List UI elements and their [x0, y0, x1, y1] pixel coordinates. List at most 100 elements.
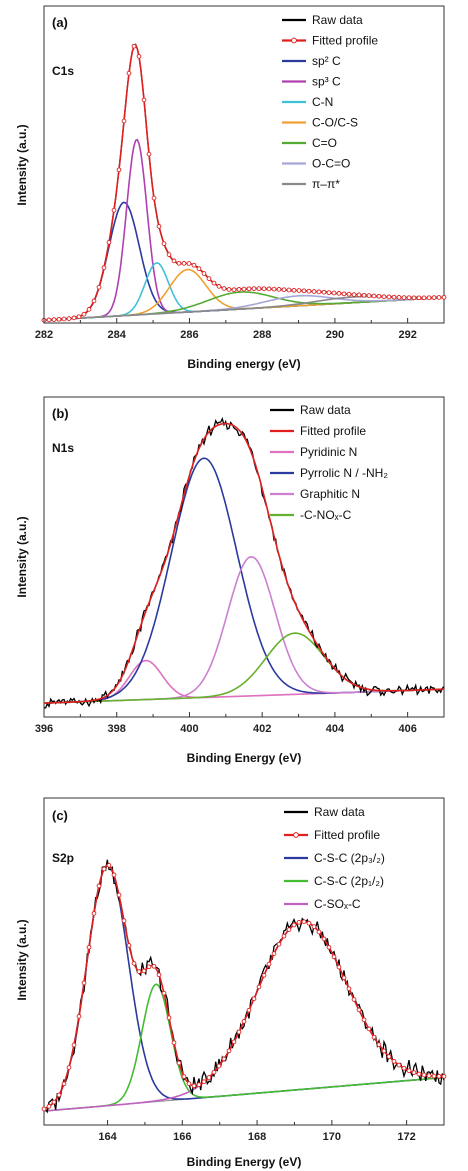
fitted-profile-marker: [201, 1079, 207, 1085]
fitted-profile-marker: [256, 286, 262, 291]
x-tick-label: 404: [326, 723, 345, 735]
fitted-profile-marker: [121, 918, 127, 924]
plot-frame: [43, 5, 445, 324]
x-tick-label: 164: [98, 1131, 117, 1143]
fitted-profile-marker: [361, 292, 367, 298]
legend-label: Raw data: [314, 805, 365, 819]
fitted-profile-marker: [356, 292, 362, 298]
fitted-profile-marker: [51, 317, 57, 322]
fitted-profile-marker: [226, 1048, 232, 1054]
fitted-profile-marker: [426, 1073, 432, 1079]
fitted-profile-marker: [291, 922, 297, 928]
x-tick-label: 406: [398, 723, 416, 735]
fitted-profile-marker: [206, 276, 212, 281]
fitted-profile-marker: [191, 1083, 197, 1089]
fitted-profile-marker: [241, 1019, 247, 1024]
fitted-profile-marker: [266, 286, 272, 292]
legend-label: C-N: [312, 95, 333, 109]
x-tick-label: 166: [173, 1131, 191, 1143]
region-label: C1s: [52, 64, 74, 78]
fitted-profile-marker: [71, 1042, 77, 1048]
fitted-profile-marker: [391, 294, 397, 300]
legend-label: C-S-C (2p₁/₂): [314, 874, 384, 888]
legend-label: Pyridinic N: [300, 445, 357, 459]
component-line-3: [43, 632, 444, 704]
fitted-profile-marker: [161, 241, 167, 246]
fitted-profile-marker: [336, 964, 342, 970]
fitted-profile-marker: [156, 224, 162, 229]
fitted-profile-marker: [416, 295, 422, 301]
fitted-profile-marker: [361, 1017, 367, 1023]
fitted-profile-marker: [221, 1056, 227, 1062]
legend-label: C=O: [312, 136, 337, 150]
x-tick-label: 172: [397, 1131, 415, 1143]
fitted-profile-marker: [276, 287, 282, 292]
fitted-profile-marker: [436, 1073, 442, 1079]
x-tick-label: 170: [323, 1131, 341, 1143]
fitted-profile-marker: [326, 944, 332, 950]
fitted-profile-marker: [76, 1014, 82, 1019]
fitted-profile-marker: [71, 315, 77, 321]
fitted-profile-marker: [236, 287, 242, 292]
fitted-profile-marker: [296, 288, 302, 293]
fitted-profile-marker: [276, 941, 282, 947]
fitted-profile-marker: [286, 927, 292, 932]
fitted-profile-marker: [191, 262, 197, 268]
fitted-profile-marker: [366, 293, 372, 298]
plot-frame: [43, 396, 445, 718]
fitted-profile-marker: [271, 286, 277, 292]
x-axis-title: Binding Energy (eV): [187, 751, 302, 765]
fitted-profile-marker: [261, 286, 267, 292]
fitted-profile-marker: [341, 291, 347, 297]
fitted-profile-marker: [366, 1026, 372, 1032]
fitted-profile-marker: [61, 1081, 67, 1087]
fitted-profile-marker: [246, 1007, 252, 1013]
legend-marker: [293, 832, 299, 838]
x-axis-title: Binding energy (eV): [187, 357, 300, 371]
fitted-profile-marker: [181, 261, 187, 266]
fitted-profile-marker: [241, 286, 247, 292]
panel-c1s: 282 284 286 288 290 292 Raw data Fitted profil…: [15, 5, 447, 371]
x-tick-label: 400: [180, 723, 198, 735]
fitted-profile-marker: [121, 118, 127, 124]
fitted-profile-marker: [321, 289, 327, 295]
x-tick-label: 286: [180, 329, 198, 341]
fitted-profile-marker: [111, 872, 117, 878]
legend-label: Fitted profile: [300, 424, 366, 438]
fitted-profile-marker: [231, 1039, 237, 1045]
fitted-profile-marker: [401, 1065, 407, 1071]
panel-label: (b): [52, 406, 69, 421]
fitted-profile-marker: [131, 961, 137, 966]
fitted-profile-marker: [381, 1048, 387, 1054]
fitted-profile-marker: [311, 289, 317, 294]
fitted-profile-marker: [91, 911, 97, 916]
fitted-profile-marker: [261, 972, 267, 978]
fitted-profile-marker: [161, 990, 167, 996]
legend-label: C-SOₓ-C: [314, 897, 361, 911]
fitted-profile-marker: [166, 252, 172, 257]
fitted-profile-line: [43, 422, 444, 704]
fitted-profile-marker: [281, 287, 287, 293]
fitted-profile-marker: [426, 295, 432, 301]
fitted-profile-marker: [131, 43, 137, 49]
fitted-profile-marker: [286, 287, 292, 293]
raw-data-line: [43, 43, 445, 322]
fitted-profile-marker: [271, 951, 277, 956]
fitted-profile-marker: [321, 936, 327, 942]
fitted-profile-marker: [351, 292, 357, 297]
fitted-profile-marker: [231, 287, 237, 293]
fitted-profile-marker: [281, 933, 287, 939]
panel-label: (a): [52, 15, 68, 30]
fitted-profile-marker: [316, 929, 322, 935]
fitted-profile-marker: [301, 288, 307, 294]
component-line-2: [43, 555, 444, 704]
fitted-profile-marker: [81, 980, 87, 986]
fitted-profile-marker: [401, 295, 407, 300]
panel-n1s: 396 398 400 402 404 406 Raw data Fitted profil…: [15, 396, 445, 765]
legend-label: Raw data: [312, 13, 363, 27]
fitted-profile-marker: [96, 883, 102, 889]
fitted-profile-marker: [86, 944, 92, 950]
fitted-profile-marker: [416, 1071, 422, 1077]
fitted-profile-marker: [246, 286, 252, 292]
fitted-profile-marker: [76, 314, 82, 320]
